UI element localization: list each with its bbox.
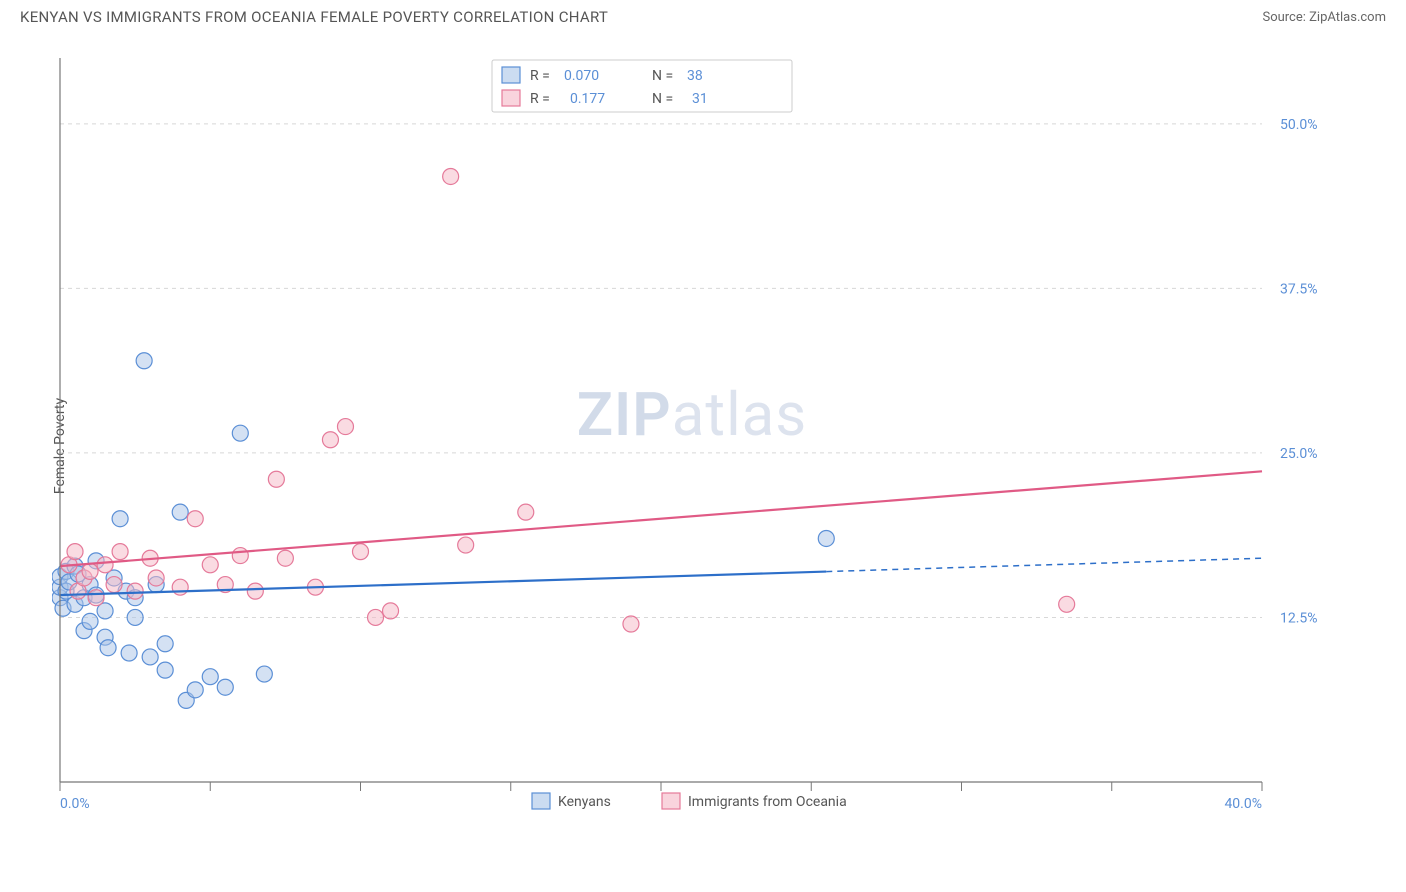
watermark: ZIPatlas: [577, 379, 808, 450]
legend-n-label: N =: [652, 91, 673, 107]
data-point: [100, 640, 116, 656]
data-point: [232, 548, 248, 564]
data-point: [1059, 596, 1075, 612]
legend-series-label: Immigrants from Oceania: [688, 794, 847, 810]
legend-series-label: Kenyans: [558, 794, 611, 810]
legend-r-label: R =: [530, 91, 550, 107]
data-point: [157, 662, 173, 678]
chart-source: Source: ZipAtlas.com: [1262, 10, 1386, 25]
data-point: [106, 577, 122, 593]
legend-swatch: [502, 90, 520, 106]
data-point: [136, 353, 152, 369]
trend-line-kenyans-extrapolated: [826, 558, 1262, 571]
legend-n-value: 31: [692, 91, 708, 107]
data-point: [277, 550, 293, 566]
data-point: [172, 579, 188, 595]
y-tick-label: 50.0%: [1280, 117, 1318, 133]
y-tick-label: 37.5%: [1280, 281, 1318, 297]
data-point: [148, 570, 164, 586]
legend-n-value: 38: [687, 68, 703, 84]
data-point: [247, 583, 263, 599]
y-tick-label: 25.0%: [1280, 446, 1318, 462]
data-point: [127, 583, 143, 599]
data-point: [383, 603, 399, 619]
data-point: [202, 669, 218, 685]
legend-swatch: [662, 793, 680, 809]
data-point: [623, 616, 639, 632]
y-tick-label: 12.5%: [1280, 610, 1318, 626]
legend-r-value: 0.070: [564, 68, 599, 84]
data-point: [127, 609, 143, 625]
legend-swatch: [502, 67, 520, 83]
data-point: [187, 682, 203, 698]
x-tick-label: 0.0%: [60, 796, 90, 810]
data-point: [443, 168, 459, 184]
x-tick-label: 40.0%: [1224, 796, 1262, 810]
data-point: [88, 590, 104, 606]
data-point: [337, 419, 353, 435]
scatter-chart: 12.5% 25.0% 37.5% 50.0% ZIPatlas 0.0% 40.0% R =…: [52, 40, 1332, 810]
data-point: [458, 537, 474, 553]
data-point: [202, 557, 218, 573]
data-point: [217, 679, 233, 695]
data-point: [172, 504, 188, 520]
data-point: [256, 666, 272, 682]
data-point: [818, 530, 834, 546]
chart-title: KENYAN VS IMMIGRANTS FROM OCEANIA FEMALE…: [20, 8, 608, 26]
legend-swatch: [532, 793, 550, 809]
data-point: [232, 425, 248, 441]
data-point: [82, 613, 98, 629]
data-point: [97, 557, 113, 573]
data-point: [112, 544, 128, 560]
data-point: [518, 504, 534, 520]
chart-plot-area: 12.5% 25.0% 37.5% 50.0% ZIPatlas 0.0% 40.0% R =…: [52, 40, 1332, 810]
data-point: [112, 511, 128, 527]
data-point: [187, 511, 203, 527]
data-point: [322, 432, 338, 448]
data-point: [368, 609, 384, 625]
trend-line-oceania: [60, 471, 1262, 566]
data-point: [157, 636, 173, 652]
data-point: [142, 649, 158, 665]
legend-r-label: R =: [530, 68, 550, 84]
data-point: [67, 544, 83, 560]
data-point: [82, 563, 98, 579]
legend-n-label: N =: [652, 68, 673, 84]
data-point: [353, 544, 369, 560]
data-point: [121, 645, 137, 661]
data-point: [268, 471, 284, 487]
legend-r-value: 0.177: [570, 91, 605, 107]
